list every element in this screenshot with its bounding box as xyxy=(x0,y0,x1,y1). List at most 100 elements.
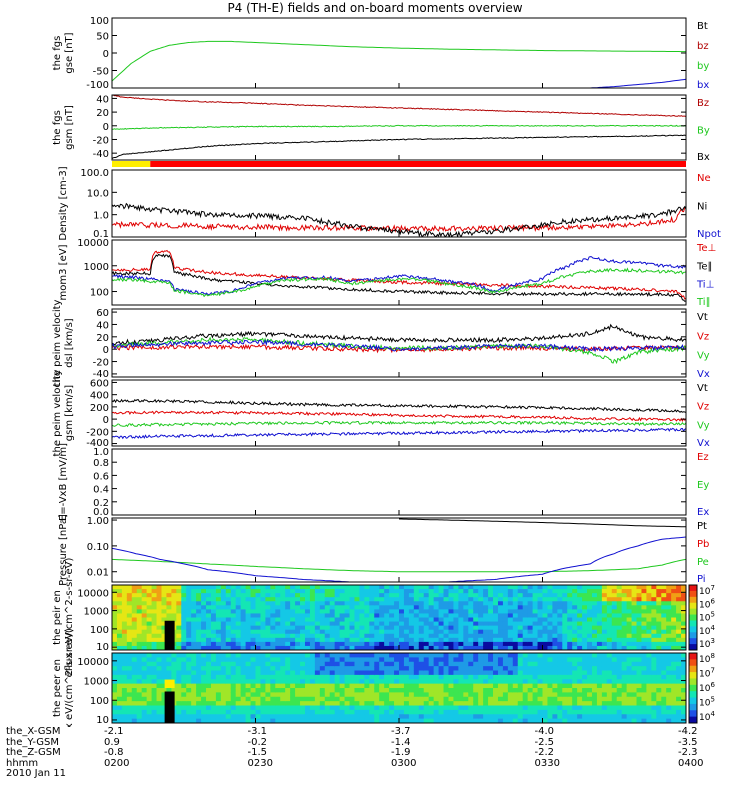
series-line-Pi xyxy=(112,536,686,582)
footer-date: 2010 Jan 11 xyxy=(0,768,750,780)
legend-entry: Vt xyxy=(697,312,708,323)
series-line-Te⊥ xyxy=(112,249,686,300)
legend-entry: Ti∥ xyxy=(696,297,711,308)
legend-entry: Ez xyxy=(697,452,709,463)
y-axis-label: the peim velocity xyxy=(52,299,63,386)
mode-segment xyxy=(112,161,151,167)
legend-entry: Vx xyxy=(697,438,710,449)
y-tick-label: 50 xyxy=(96,32,109,43)
footer-value: 0230 xyxy=(247,757,273,769)
footer-value: -4.0 xyxy=(534,726,555,737)
footer-value: -1.4 xyxy=(391,736,411,748)
footer-value: -0.8 xyxy=(104,747,124,758)
y-tick-label: 100 xyxy=(90,288,109,299)
footer-value: -2.3 xyxy=(678,747,698,758)
series-line-Bz xyxy=(112,95,686,117)
colorbar-swatch xyxy=(689,716,697,724)
legend-entry: Pt xyxy=(697,521,707,532)
series-line-Ti⊥ xyxy=(112,256,686,296)
legend-entry: Vt xyxy=(697,383,708,394)
panel-pressure: Pt Pb Pe Pi 1.00 0.10 0.01 Pressure [nPa] xyxy=(58,514,709,586)
colorbar-swatch xyxy=(689,620,697,627)
legend-entry: Vz xyxy=(697,402,709,413)
y-tick-label: 400 xyxy=(90,391,109,402)
y-tick-label: 1000 xyxy=(84,677,109,688)
series-line-bx xyxy=(580,78,686,88)
colorbar-swatch xyxy=(689,653,697,660)
series-line-Pe xyxy=(112,558,686,573)
y-axis-label: mom3 [eV] xyxy=(58,244,69,300)
colorbar-swatch xyxy=(689,697,697,705)
y-tick-label: 0.1 xyxy=(93,229,109,240)
spectrogram-image xyxy=(112,653,686,723)
legend-entry: Ex xyxy=(697,507,709,518)
y-tick-label: 100 xyxy=(90,16,109,27)
footer-value: -4.2 xyxy=(678,726,698,737)
series-line-Te∥ xyxy=(112,253,686,302)
series-line-Pt xyxy=(399,518,686,528)
legend-entry: Te∥ xyxy=(696,261,713,272)
series-line-by xyxy=(112,40,686,82)
colorbar-tick-label: 103 xyxy=(699,637,715,650)
y-tick-label: 200 xyxy=(90,403,109,414)
legend-entry: bx xyxy=(697,80,709,91)
legend-entry: Bz xyxy=(697,98,709,109)
panel-frame xyxy=(111,448,687,516)
y-tick-label: -40 xyxy=(93,149,109,160)
y-axis-label: the peir en xyxy=(52,590,63,645)
y-tick-label: 0 xyxy=(103,122,109,133)
panel-frame xyxy=(111,379,687,447)
footer-value: -3.5 xyxy=(678,736,698,748)
series-line-Ni xyxy=(112,202,686,237)
footer-value: 0400 xyxy=(678,757,704,769)
colorbar-swatch xyxy=(689,644,697,651)
colorbar-tick-label: 106 xyxy=(699,597,715,610)
colorbar-swatch xyxy=(689,608,697,616)
legend-entry: Bx xyxy=(697,152,710,163)
legend-entry: Pi xyxy=(697,574,706,585)
colorbar-tick-label: 106 xyxy=(699,681,715,694)
data-gap-edge xyxy=(164,679,175,688)
footer-value: 0.9 xyxy=(104,736,120,748)
mode-segment xyxy=(150,161,686,167)
y-tick-label: 20 xyxy=(96,333,109,344)
colorbar-swatch xyxy=(689,678,697,686)
colorbar-swatch xyxy=(689,638,697,645)
footer-value: 0300 xyxy=(391,757,417,769)
y-axis-label: gsm [nT] xyxy=(64,105,75,150)
y-axis-label: the peer en xyxy=(52,659,63,717)
y-tick-label: -20 xyxy=(93,358,109,369)
series-line-Ti∥ xyxy=(112,267,686,298)
legend-entry: Vy xyxy=(697,420,710,431)
footer-row-label: the_Y-GSM xyxy=(6,736,60,748)
footer-row-label: the_X-GSM xyxy=(6,726,61,737)
colorbar-swatch xyxy=(689,703,697,711)
legend-entry: Ey xyxy=(697,480,709,491)
y-tick-label: -20 xyxy=(93,135,109,146)
y-tick-label: 0 xyxy=(103,49,109,60)
series-line-Ne xyxy=(112,206,686,233)
footer-value: -1.5 xyxy=(247,747,268,758)
colorbar-swatch xyxy=(689,596,697,604)
colorbar-tick-label: 107 xyxy=(699,667,715,680)
legend-entry: Pb xyxy=(697,539,709,550)
series-line-Vx xyxy=(112,339,686,353)
y-tick-label: 10 xyxy=(96,715,109,726)
series-line-Vt xyxy=(112,398,686,413)
colorbar-swatch xyxy=(689,691,697,699)
y-tick-label: 0.6 xyxy=(93,471,109,482)
legend-entry: Vy xyxy=(697,351,710,362)
colorbar-swatch xyxy=(689,672,697,679)
footer-row-label: hhmm xyxy=(6,757,39,769)
y-axis-label: Density [cm-3] xyxy=(58,166,69,240)
y-tick-label: 10 xyxy=(96,642,109,653)
y-tick-label: 100 xyxy=(90,625,109,636)
y-tick-label: 10000 xyxy=(77,588,109,599)
y-tick-label: 20 xyxy=(96,108,109,119)
y-axis-label: Pressure [nPa] xyxy=(58,514,69,586)
footer-value: 0330 xyxy=(534,757,560,769)
y-tick-label: 0 xyxy=(103,415,109,426)
series-line-Bx xyxy=(112,134,686,160)
